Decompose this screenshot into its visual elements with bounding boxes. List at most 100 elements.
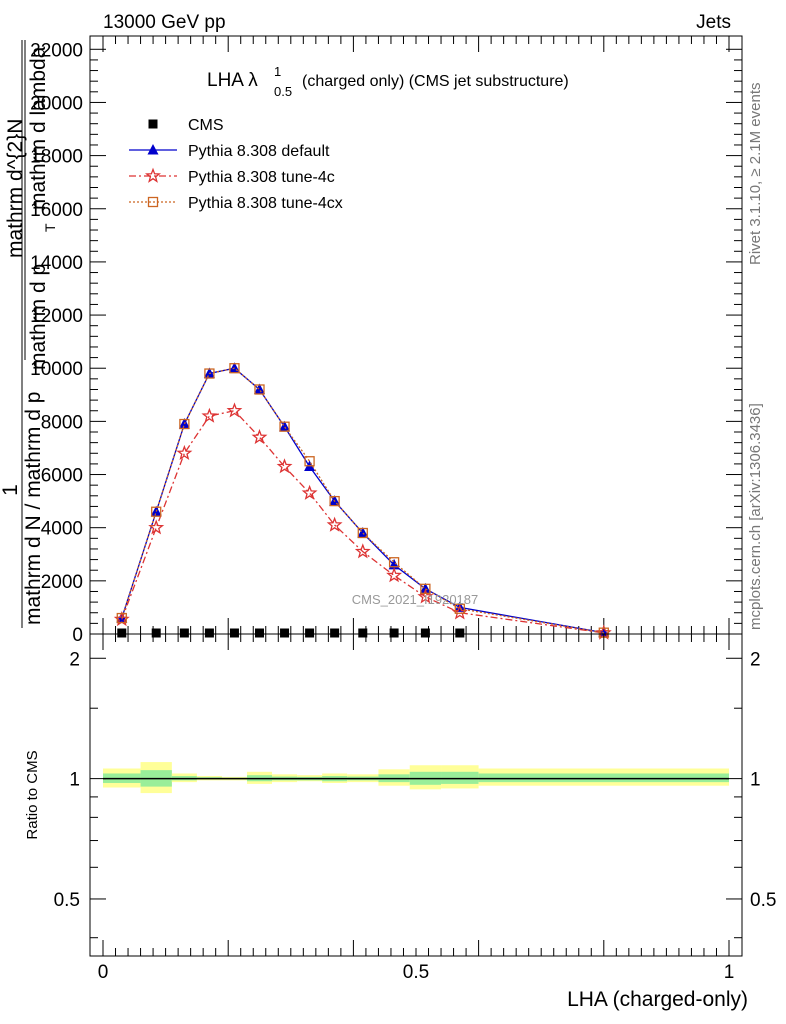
title-sub: 0.5: [274, 84, 292, 99]
process-label: Jets: [696, 12, 731, 33]
x-tick-label: 0.5: [403, 962, 429, 983]
series-line: [121, 367, 604, 634]
y-tick-label: 4000: [41, 519, 83, 540]
ratio-tick-label-left: 1: [69, 770, 80, 791]
legend-marker: [145, 167, 161, 183]
data-point: [179, 418, 190, 430]
y-tick-label: 20000: [30, 93, 83, 114]
energy-label: 13000 GeV pp: [103, 12, 226, 33]
svg-text:LHA λ: LHA λ: [207, 70, 258, 91]
legend-label: Pythia 8.308 tune-4c: [188, 169, 335, 186]
ylabel-five: T: [42, 223, 58, 232]
data-point: [229, 363, 240, 374]
legend-label: Pythia 8.308 default: [188, 143, 330, 160]
data-point: [330, 628, 340, 638]
ratio-tick-label-right: 0.5: [750, 890, 776, 911]
data-point: [417, 588, 434, 604]
ylabel-one: 1: [0, 484, 22, 496]
y-tick-label: 12000: [30, 306, 83, 327]
legend: CMS Pythia 8.308 default Pythia 8.308 tune…: [129, 117, 343, 212]
ylabel-four: mathrm d p: [27, 264, 50, 370]
ratio-y-axis: 0.5 0.5 1 1 2 2: [54, 649, 776, 939]
data-point: [354, 543, 371, 559]
data-point: [204, 628, 214, 638]
data-point: [358, 628, 368, 638]
data-point: [254, 383, 265, 394]
mcplots-label: mcplots.cern.ch [arXiv:1306.3436]: [747, 403, 764, 630]
data-point: [254, 384, 265, 395]
data-point: [455, 628, 465, 638]
legend-item: Pythia 8.308 tune-4c: [129, 167, 335, 186]
y-tick-label: 0: [72, 625, 83, 646]
legend-label: CMS: [188, 117, 224, 134]
data-point: [279, 420, 291, 432]
data-point: [176, 444, 193, 460]
data-point: [301, 484, 318, 500]
ratio-frame: [89, 633, 743, 957]
legend-marker: [147, 196, 159, 208]
data-point: [326, 516, 343, 532]
ratio-panel: 0.5 0.51 12 2 0 0.5 1 Ratio to CMS LHA (charg…: [24, 633, 776, 1011]
data-point: [203, 367, 215, 379]
x-axis-label: LHA (charged-only): [567, 988, 748, 1011]
data-point: [329, 495, 340, 507]
x-tick-label: 0: [98, 962, 109, 983]
legend-item: CMS: [148, 117, 224, 134]
ratio-band-green: [441, 771, 479, 784]
data-point: [255, 628, 264, 638]
data-point: [226, 402, 243, 418]
series-0: [117, 628, 465, 638]
y-tick-label: 2000: [41, 572, 83, 593]
y-tick-label: 6000: [41, 466, 83, 487]
data-point: [304, 456, 315, 467]
data-point: [454, 603, 465, 614]
x-tick-label: 1: [724, 962, 735, 983]
legend-item: Pythia 8.308 default: [129, 143, 330, 160]
data-point: [201, 407, 218, 423]
title-rest: (charged only) (CMS jet substructure): [302, 73, 569, 90]
data-point: [357, 527, 369, 538]
y-tick-label: 14000: [30, 253, 83, 274]
data-point: [151, 628, 161, 638]
data-point: [117, 628, 127, 638]
ratio-bands: [103, 762, 729, 794]
data-point: [280, 628, 290, 638]
main-x-axis: [102, 36, 730, 634]
data-point: [420, 628, 430, 638]
ratio-tick-label-right: 2: [750, 649, 761, 670]
y-tick-label: 8000: [41, 412, 83, 433]
data-point: [305, 628, 315, 638]
data-point: [420, 583, 431, 594]
data-point: [116, 612, 127, 624]
chart-title: LHA λ 1 0.5 (charged only) (CMS jet subs…: [207, 64, 569, 99]
ylabel-two: mathrm d N / mathrm d p: [22, 392, 45, 625]
main-panel: 0 2000 4000 6000 8000 10000 12000 14000 16000 180…: [0, 35, 743, 646]
y-tick-label: 10000: [30, 359, 83, 380]
data-point: [148, 519, 165, 535]
y-tick-label: 18000: [30, 147, 83, 168]
ratio-x-axis: 0 0.5 1: [98, 634, 735, 983]
data-point: [279, 421, 290, 432]
data-point: [276, 458, 293, 474]
ylabel-three: mathrm d^{2}N: [4, 119, 27, 258]
data-point: [179, 628, 189, 638]
data-point: [388, 557, 400, 568]
ylabel-six: mathrm d lambda: [27, 46, 50, 210]
ratio-ylabel: Ratio to CMS: [24, 750, 41, 839]
title-sup: 1: [274, 64, 281, 79]
y-tick-label: 22000: [30, 40, 83, 61]
legend-marker: [147, 144, 159, 155]
rivet-label: Rivet 3.1.10, ≥ 2.1M events: [747, 83, 764, 266]
main-y-axis: 0 2000 4000 6000 8000 10000 12000 14000 16000 180…: [30, 40, 742, 646]
data-point: [357, 527, 368, 539]
ratio-band-green: [478, 773, 729, 783]
y-tick-label: 16000: [30, 200, 83, 221]
data-point: [386, 567, 403, 583]
ratio-tick-label-left: 0.5: [54, 890, 80, 911]
data-point: [419, 582, 431, 594]
data-point: [229, 628, 239, 638]
watermark: CMS_2021_I1920187: [352, 592, 479, 607]
main-series: [113, 362, 612, 640]
series-line: [121, 409, 604, 634]
